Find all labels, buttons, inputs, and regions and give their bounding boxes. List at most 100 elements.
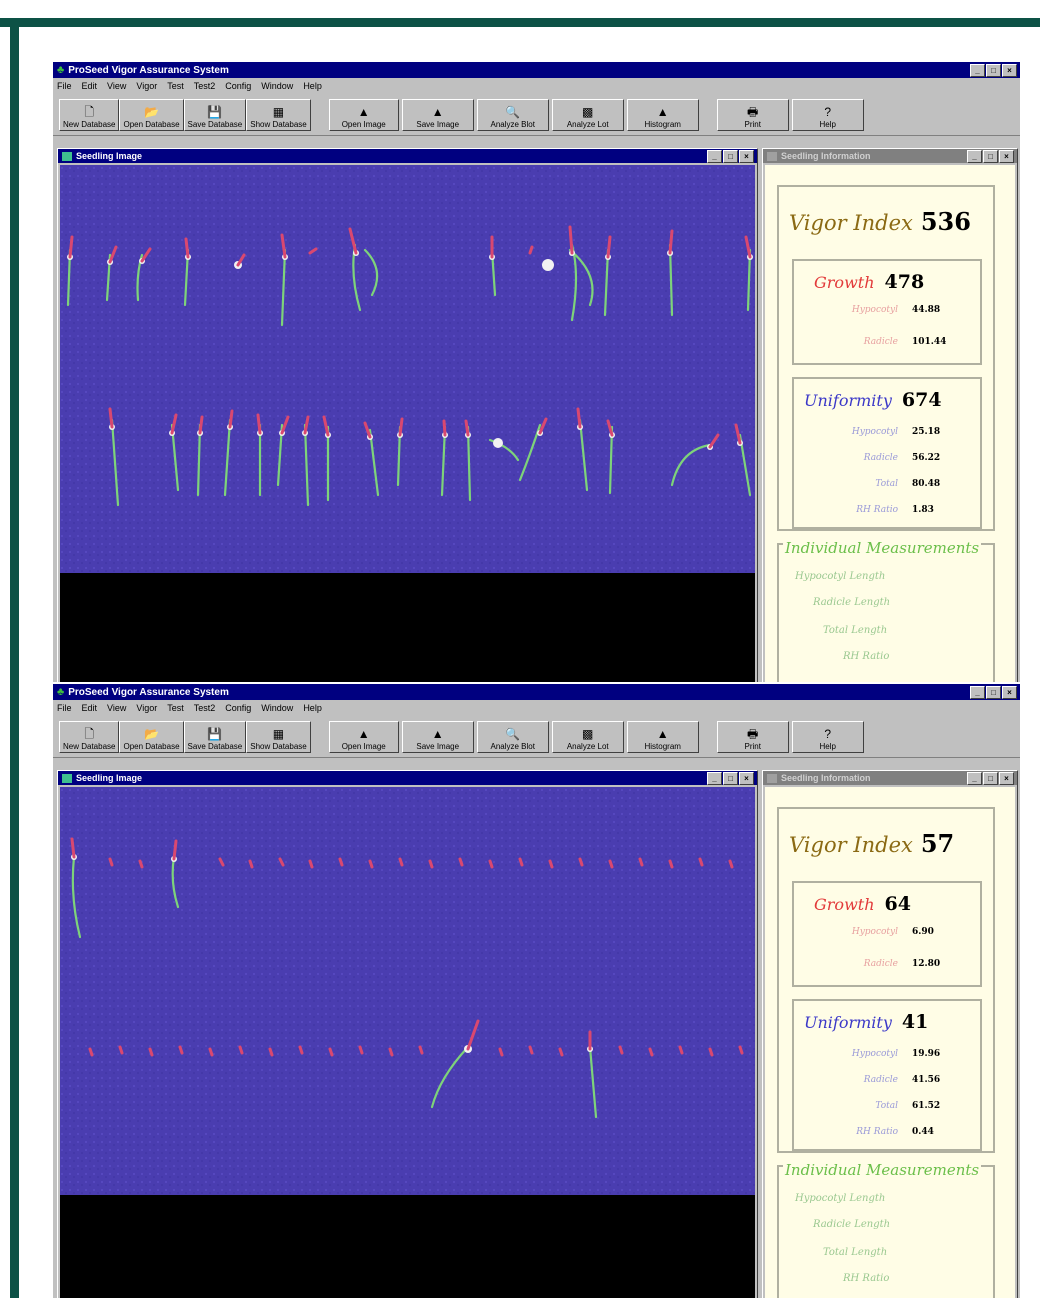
open-image-icon: ▲: [357, 105, 370, 119]
new-file-icon: 🗋: [84, 727, 95, 741]
maximize-icon[interactable]: □: [983, 150, 998, 163]
total-length-label: Total Length: [823, 1247, 888, 1258]
toolbar: 🗋 New Database 📂 Open Database 💾 Save Datab…: [53, 715, 1020, 758]
unif-radicle-value: 41.56: [912, 1075, 941, 1085]
show-database-button[interactable]: ▦ Show Database: [246, 721, 311, 753]
minimize-icon[interactable]: _: [970, 686, 985, 699]
seedling-blotter-image[interactable]: [60, 787, 755, 1195]
menu-file[interactable]: File: [57, 702, 72, 713]
menu-edit[interactable]: Edit: [81, 80, 98, 91]
minimize-icon[interactable]: _: [967, 150, 982, 163]
uniformity-value: 41: [901, 1011, 929, 1033]
info-panel: Vigor Index 536 Growth 478 Hypocotyl 44.8…: [765, 165, 1015, 682]
unif-hypocotyl-value: 25.18: [912, 427, 941, 437]
grid-icon: ▩: [582, 105, 594, 119]
minimize-icon[interactable]: _: [707, 150, 722, 163]
close-icon[interactable]: ×: [739, 772, 754, 785]
seedling-blotter-image[interactable]: [60, 165, 755, 573]
close-icon[interactable]: ×: [1002, 686, 1017, 699]
new-database-button[interactable]: 🗋 New Database: [59, 721, 120, 753]
image-window-icon: [62, 773, 72, 783]
help-button[interactable]: ? Help: [791, 721, 864, 753]
vigor-index-value: 536: [920, 207, 971, 236]
menu-test2[interactable]: Test2: [193, 80, 216, 91]
info-window-icon: [767, 773, 777, 783]
menu-edit[interactable]: Edit: [81, 702, 98, 713]
info-window-icon: [767, 151, 777, 161]
close-icon[interactable]: ×: [999, 772, 1014, 785]
printer-icon: 🖶: [747, 105, 759, 119]
new-file-icon: 🗋: [84, 105, 95, 119]
help-button[interactable]: ? Help: [791, 99, 864, 131]
close-icon[interactable]: ×: [739, 150, 754, 163]
menu-window[interactable]: Window: [261, 702, 294, 713]
individual-measurements-title: Individual Measurements: [783, 539, 982, 557]
toolbar: 🗋 New Database 📂 Open Database 💾 Save Datab…: [53, 93, 1020, 136]
close-icon[interactable]: ×: [999, 150, 1014, 163]
growth-hypocotyl-value: 6.90: [912, 927, 934, 937]
unif-rh-ratio-label: RH Ratio: [856, 1127, 898, 1137]
save-database-button[interactable]: 💾 Save Database: [183, 99, 247, 131]
histogram-button[interactable]: ▲ Histogram: [626, 721, 699, 753]
menu-vigor[interactable]: Vigor: [136, 80, 158, 91]
menu-test[interactable]: Test: [167, 702, 184, 713]
menu-test2[interactable]: Test2: [193, 702, 216, 713]
app-titlebar: ♣ ProSeed Vigor Assurance System _ □ ×: [53, 62, 1020, 78]
minimize-icon[interactable]: _: [970, 64, 985, 77]
menu-help[interactable]: Help: [303, 702, 322, 713]
unif-radicle-label: Radicle: [863, 453, 898, 463]
unif-total-value: 80.48: [912, 479, 941, 489]
open-image-button[interactable]: ▲ Open Image: [328, 99, 399, 131]
menu-help[interactable]: Help: [303, 80, 322, 91]
vigor-index-label: Vigor Index: [789, 211, 913, 235]
save-image-button[interactable]: ▲ Save Image: [401, 721, 474, 753]
histogram-button[interactable]: ▲ Histogram: [626, 99, 699, 131]
analyze-blot-button[interactable]: 🔍 Analyze Blot: [476, 99, 549, 131]
menu-window[interactable]: Window: [261, 80, 294, 91]
image-black-area: [60, 573, 755, 682]
print-button[interactable]: 🖶 Print: [716, 721, 789, 753]
menu-file[interactable]: File: [57, 80, 72, 91]
seedling-logo-icon: ♣: [57, 686, 65, 698]
seedling-information-window: Seedling Information _ □ × Vigor Index 5…: [762, 770, 1018, 1298]
show-database-button[interactable]: ▦ Show Database: [246, 99, 311, 131]
unif-total-label: Total: [875, 479, 898, 489]
info-window-titlebar: Seedling Information _ □ ×: [763, 771, 1017, 785]
maximize-icon[interactable]: □: [723, 150, 738, 163]
maximize-icon[interactable]: □: [983, 772, 998, 785]
unif-hypocotyl-label: Hypocotyl: [851, 427, 898, 437]
image-window-titlebar: Seedling Image _ □ ×: [58, 149, 757, 163]
growth-label: Growth: [814, 895, 875, 914]
new-database-button[interactable]: 🗋 New Database: [59, 99, 120, 131]
analyze-blot-button[interactable]: 🔍 Analyze Blot: [476, 721, 549, 753]
save-image-button[interactable]: ▲ Save Image: [401, 99, 474, 131]
menu-view[interactable]: View: [107, 702, 127, 713]
maximize-icon[interactable]: □: [723, 772, 738, 785]
minimize-icon[interactable]: _: [707, 772, 722, 785]
rh-ratio-label: RH Ratio: [843, 651, 890, 662]
open-database-button[interactable]: 📂 Open Database: [119, 99, 184, 131]
menu-config[interactable]: Config: [225, 702, 252, 713]
individual-measurements-box: Individual Measurements Hypocotyl Length…: [777, 1161, 995, 1298]
save-database-button[interactable]: 💾 Save Database: [183, 721, 247, 753]
hypocotyl-length-label: Hypocotyl Length: [795, 1193, 886, 1204]
menu-test[interactable]: Test: [167, 80, 184, 91]
analyze-lot-button[interactable]: ▩ Analyze Lot: [551, 99, 624, 131]
green-frame-top: [0, 18, 1040, 27]
print-button[interactable]: 🖶 Print: [716, 99, 789, 131]
close-icon[interactable]: ×: [1002, 64, 1017, 77]
menu-config[interactable]: Config: [225, 80, 252, 91]
image-window-titlebar: Seedling Image _ □ ×: [58, 771, 757, 785]
maximize-icon[interactable]: □: [986, 64, 1001, 77]
maximize-icon[interactable]: □: [986, 686, 1001, 699]
growth-radicle-label: Radicle: [863, 959, 898, 969]
green-frame-left: [10, 18, 19, 1298]
app-window-top: ♣ ProSeed Vigor Assurance System _ □ × F…: [53, 62, 1020, 682]
menu-vigor[interactable]: Vigor: [136, 702, 158, 713]
database-icon: ▦: [272, 727, 285, 741]
analyze-lot-button[interactable]: ▩ Analyze Lot: [551, 721, 624, 753]
menu-view[interactable]: View: [107, 80, 127, 91]
open-database-button[interactable]: 📂 Open Database: [119, 721, 184, 753]
open-image-button[interactable]: ▲ Open Image: [328, 721, 399, 753]
minimize-icon[interactable]: _: [967, 772, 982, 785]
